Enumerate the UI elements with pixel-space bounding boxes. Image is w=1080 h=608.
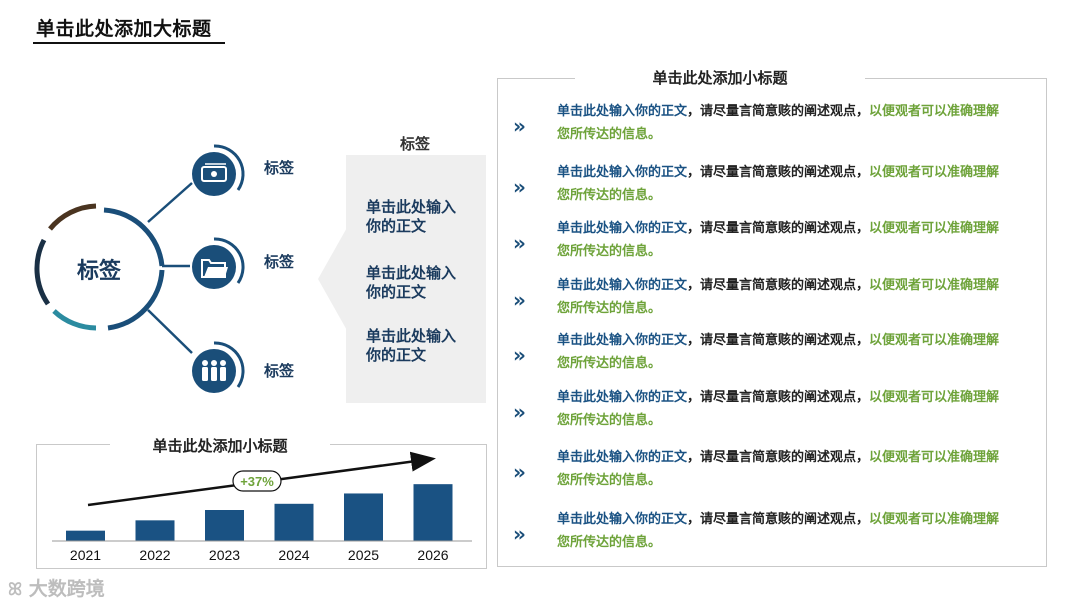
row-part1: 单击此处输入你的正文 [557, 165, 688, 180]
row-part2: ，请尽量言简意赅的阐述观点， [687, 512, 870, 527]
x-tick-label: 2026 [417, 547, 448, 563]
row-part3: 以便观者可以准确理解 [869, 278, 1000, 293]
panel-item-line1: 单击此处输入 [366, 198, 457, 216]
row-part2: ，请尽量言简意赅的阐述观点， [687, 104, 870, 119]
row-part3: 以便观者可以准确理解 [869, 221, 1000, 236]
row-part3: 以便观者可以准确理解 [869, 512, 1000, 527]
row-part4: 您所传达的信息。 [557, 188, 662, 203]
row-part2: ，请尽量言简意赅的阐述观点， [687, 278, 870, 293]
center-ring [34, 203, 165, 331]
text-row: 单击此处输入你的正文，请尽量言简意赅的阐述观点，以便观者可以准确理解您所传达的信… [557, 329, 1027, 375]
panel-item-3: 单击此处输入 你的正文 [366, 327, 486, 365]
connector-line-1 [147, 182, 193, 223]
row-part3: 以便观者可以准确理解 [869, 390, 1000, 405]
bar-2022 [135, 520, 175, 541]
branch-label-2: 标签 [264, 253, 295, 271]
chart-title: 单击此处添加小标题 [110, 435, 330, 456]
row-part2: ，请尽量言简意赅的阐述观点， [687, 333, 870, 348]
panel-item-line1: 单击此处输入 [366, 327, 457, 345]
folder-icon [201, 259, 228, 278]
branch-circle-1 [192, 144, 245, 196]
row-arrow-icon: » [513, 343, 526, 367]
center-label: 标签 [77, 259, 122, 284]
row-part1: 单击此处输入你的正文 [557, 333, 688, 348]
row-part3: 以便观者可以准确理解 [869, 165, 1000, 180]
watermark-icon: ꕤ [8, 580, 23, 600]
row-part4: 您所传达的信息。 [557, 413, 662, 428]
row-part4: 您所传达的信息。 [557, 244, 662, 259]
panel-item-1: 单击此处输入 你的正文 [366, 198, 486, 236]
page-title: 单击此处添加大标题 [36, 18, 212, 40]
row-part1: 单击此处输入你的正文 [557, 221, 688, 236]
branch-label-3: 标签 [264, 362, 295, 380]
money-icon [201, 163, 227, 182]
watermark-logo: ꕤ 大数跨境 [8, 574, 105, 601]
row-arrow-icon: » [513, 522, 526, 546]
bar-chart: +37% 2021 2022 2023 2024 2025 2026 [52, 451, 472, 563]
text-row: 单击此处输入你的正文，请尽量言简意赅的阐述观点，以便观者可以准确理解您所传达的信… [557, 161, 1027, 207]
bar-2024 [274, 503, 314, 541]
tag-panel-title: 标签 [400, 135, 431, 153]
panel-item-line2: 你的正文 [366, 217, 427, 235]
panel-item-line2: 你的正文 [366, 346, 427, 364]
growth-badge [232, 470, 282, 492]
row-part4: 您所传达的信息。 [557, 356, 662, 371]
bar-2025 [344, 493, 383, 541]
growth-label: +37% [240, 474, 274, 489]
watermark-text: 大数跨境 [28, 578, 105, 600]
row-arrow-icon: » [513, 231, 526, 255]
text-row: 单击此处输入你的正文，请尽量言简意赅的阐述观点，以便观者可以准确理解您所传达的信… [557, 100, 1027, 146]
row-part4: 您所传达的信息。 [557, 127, 662, 142]
row-part1: 单击此处输入你的正文 [557, 104, 688, 119]
branch-label-1: 标签 [264, 159, 295, 177]
panel-item-2: 单击此处输入 你的正文 [366, 264, 486, 302]
text-row: 单击此处输入你的正文，请尽量言简意赅的阐述观点，以便观者可以准确理解您所传达的信… [557, 386, 1027, 432]
hub-diagram [34, 144, 245, 393]
row-part3: 以便观者可以准确理解 [869, 104, 1000, 119]
row-arrow-icon: » [513, 288, 526, 312]
row-part3: 以便观者可以准确理解 [869, 333, 1000, 348]
x-tick-label: 2022 [139, 547, 170, 563]
row-part2: ，请尽量言简意赅的阐述观点， [687, 221, 870, 236]
panel-item-line2: 你的正文 [366, 283, 427, 301]
text-row: 单击此处输入你的正文，请尽量言简意赅的阐述观点，以便观者可以准确理解您所传达的信… [557, 217, 1027, 263]
text-box [497, 78, 1047, 567]
row-part2: ，请尽量言简意赅的阐述观点， [687, 165, 870, 180]
bar-2023 [205, 510, 244, 541]
branch-circle-3 [192, 341, 245, 393]
row-part4: 您所传达的信息。 [557, 301, 662, 316]
row-part1: 单击此处输入你的正文 [557, 278, 688, 293]
row-part3: 以便观者可以准确理解 [869, 450, 1000, 465]
row-part1: 单击此处输入你的正文 [557, 512, 688, 527]
connector-line-3 [147, 309, 193, 354]
x-tick-label: 2024 [278, 547, 309, 563]
row-arrow-icon: » [513, 114, 526, 138]
x-tick-label: 2023 [209, 547, 240, 563]
x-tick-label: 2025 [348, 547, 379, 563]
row-arrow-icon: » [513, 175, 526, 199]
text-row: 单击此处输入你的正文，请尽量言简意赅的阐述观点，以便观者可以准确理解您所传达的信… [557, 508, 1027, 554]
tag-panel [318, 155, 486, 403]
row-arrow-icon: » [513, 460, 526, 484]
row-part1: 单击此处输入你的正文 [557, 390, 688, 405]
bar-2026 [413, 484, 453, 541]
people-icon [202, 360, 226, 381]
x-tick-label: 2021 [70, 547, 101, 563]
title-underline [33, 42, 225, 44]
text-box-title: 单击此处添加小标题 [575, 67, 865, 88]
row-part4: 您所传达的信息。 [557, 473, 662, 488]
panel-item-line1: 单击此处输入 [366, 264, 457, 282]
text-row: 单击此处输入你的正文，请尽量言简意赅的阐述观点，以便观者可以准确理解您所传达的信… [557, 274, 1027, 320]
row-part4: 您所传达的信息。 [557, 535, 662, 550]
row-arrow-icon: » [513, 400, 526, 424]
bar-2021 [66, 530, 105, 541]
row-part1: 单击此处输入你的正文 [557, 450, 688, 465]
row-part2: ，请尽量言简意赅的阐述观点， [687, 390, 870, 405]
row-part2: ，请尽量言简意赅的阐述观点， [687, 450, 870, 465]
text-row: 单击此处输入你的正文，请尽量言简意赅的阐述观点，以便观者可以准确理解您所传达的信… [557, 446, 1027, 492]
